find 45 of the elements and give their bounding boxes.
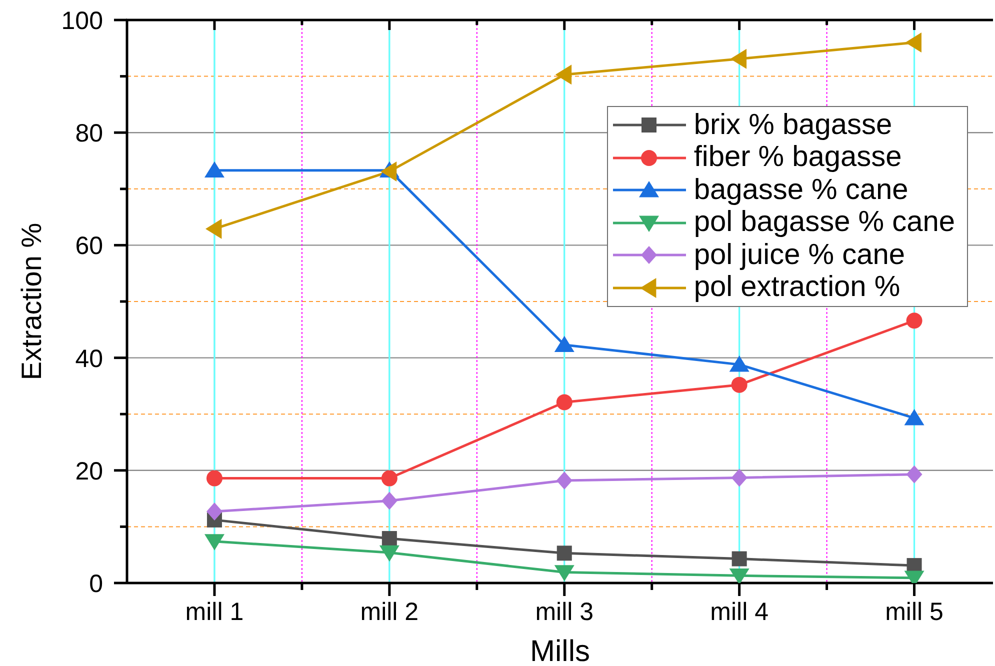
point (204, 534, 224, 550)
point (730, 48, 747, 69)
x-tick-label: mill 4 (710, 598, 769, 626)
x-tick-label: mill 1 (185, 598, 244, 626)
y-axis-title: Extraction % (16, 222, 47, 380)
point (906, 312, 922, 329)
point (904, 409, 924, 426)
legend-label: brix % bagasse (694, 108, 892, 141)
y-tick-label: 80 (75, 120, 103, 148)
point (554, 565, 574, 582)
legend-label: pol bagasse % cane (694, 206, 955, 238)
x-axis-title: Mills (530, 635, 590, 666)
y-tick-label: 20 (75, 457, 103, 486)
point (554, 336, 574, 352)
y-tick-label: 60 (75, 232, 103, 260)
legend-label: bagasse % cane (694, 174, 908, 206)
point (382, 531, 397, 546)
point (206, 502, 222, 520)
x-tick-label: mill 2 (360, 598, 419, 626)
point (381, 492, 398, 510)
point (381, 470, 398, 486)
legend-label: fiber % bagasse (694, 141, 902, 174)
point (906, 465, 922, 484)
y-tick-label: 100 (61, 7, 103, 35)
point (555, 64, 572, 85)
point (206, 470, 222, 486)
point (205, 218, 222, 239)
y-tick-label: 40 (75, 344, 103, 373)
y-tick-label: 0 (89, 570, 103, 598)
point (905, 32, 922, 53)
point (380, 161, 397, 182)
point (731, 376, 748, 393)
point (204, 161, 224, 178)
legend-label: pol extraction % (694, 271, 900, 304)
x-tick-label: mill 5 (885, 598, 944, 626)
point (379, 545, 400, 562)
point (731, 468, 748, 487)
x-tick-label: mill 3 (535, 598, 594, 626)
point (729, 568, 750, 583)
point (556, 394, 572, 410)
point (732, 551, 747, 566)
point (556, 546, 572, 561)
point (556, 472, 572, 490)
point (729, 356, 750, 372)
legend-label: pol juice % cane (694, 238, 905, 271)
